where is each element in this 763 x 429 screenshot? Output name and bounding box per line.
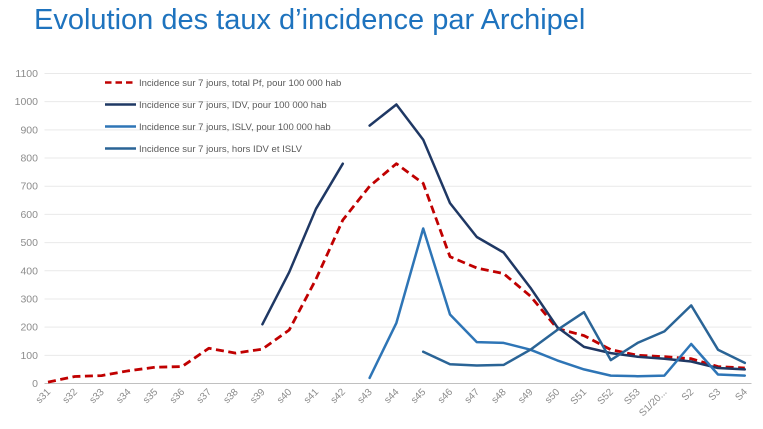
legend: Incidence sur 7 jours, total Pf, pour 10… [105,78,341,155]
y-tick-label: 500 [20,237,38,249]
legend-label-islv: Incidence sur 7 jours, ISLV, pour 100 00… [139,122,331,133]
page-title: Evolution des taux d’incidence par Archi… [34,4,586,36]
line-islv [368,227,747,380]
x-tick-label: S4 [733,387,750,404]
legend-item: Incidence sur 7 jours, IDV, pour 100 000… [105,100,327,111]
x-tick-label: s37 [195,387,214,406]
line-total-pf [47,162,745,384]
x-tick-label: S51 [569,387,590,408]
x-tick-label: S52 [596,387,617,408]
legend-item: Incidence sur 7 jours, hors IDV et ISLV [105,144,303,155]
series-idv [261,103,747,371]
y-tick-label: 200 [20,322,38,334]
y-tick-label: 700 [20,181,38,193]
legend-label-idv: Incidence sur 7 jours, IDV, pour 100 000… [139,100,327,111]
x-tick-label: s39 [248,387,267,406]
legend-label-hors-idv-islv: Incidence sur 7 jours, hors IDV et ISLV [139,144,303,155]
x-tick-label: s47 [463,387,482,406]
x-tick-label: s35 [141,387,160,406]
x-tick-label: S1/20... [637,387,669,419]
x-tick-label: S3 [707,387,724,404]
x-tick-label: s49 [516,387,535,406]
y-tick-label: 1000 [15,96,39,108]
y-tick-label: 1100 [15,68,38,80]
x-tick-label: s42 [329,387,348,406]
x-tick-label: s41 [302,387,321,406]
line-idv [261,103,747,371]
y-tick-label: 800 [20,153,38,165]
x-tick-label: s36 [168,387,187,406]
y-tick-label: 100 [20,350,38,362]
x-tick-label: s32 [61,387,80,406]
x-tick-label: s44 [382,387,401,406]
x-tick-label: s50 [543,387,562,406]
x-tick-label: s48 [490,387,509,406]
gridlines [44,73,752,356]
legend-item: Incidence sur 7 jours, ISLV, pour 100 00… [105,122,331,133]
x-axis: s31 s32 s33 s34 s35 s36 s37 s38 s39 s40 s41 s42 s43 s… [34,387,750,419]
y-axis: 0 100 200 300 400 500 600 700 800 900 1000 1100 [15,68,39,390]
x-tick-label: S53 [622,387,643,408]
y-tick-label: 600 [20,209,38,221]
y-tick-label: 300 [20,293,38,305]
legend-item: Incidence sur 7 jours, total Pf, pour 10… [105,78,341,89]
legend-label-total-pf: Incidence sur 7 jours, total Pf, pour 10… [139,78,341,89]
series-hors-idv-islv [421,304,747,367]
series-islv [368,227,747,380]
x-tick-label: s38 [222,387,241,406]
line-hors-idv-islv [421,304,747,367]
x-tick-label: S2 [680,387,697,404]
y-tick-label: 0 [32,378,38,390]
x-tick-label: s45 [409,387,428,406]
x-tick-label: s43 [356,387,375,406]
x-tick-label: s46 [436,387,455,406]
x-tick-label: s33 [88,387,107,406]
y-tick-label: 900 [20,124,38,136]
series-total-pf [47,162,745,384]
x-tick-label: s34 [114,387,133,406]
x-tick-label: s40 [275,387,294,406]
y-tick-label: 400 [20,265,38,277]
